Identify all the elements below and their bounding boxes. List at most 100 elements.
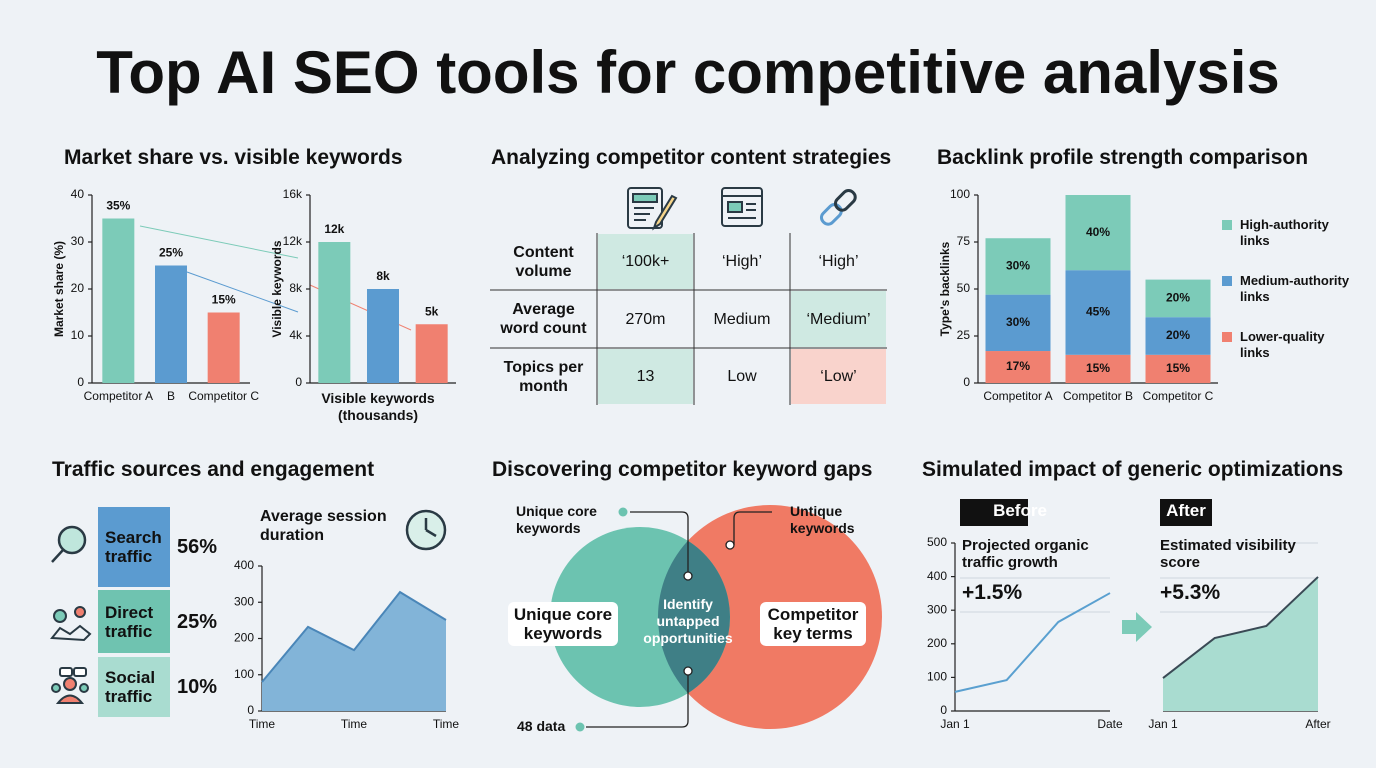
- section-title: Traffic sources and engagement: [52, 458, 375, 481]
- x-tick-label: Time: [341, 717, 368, 731]
- area-line: [261, 590, 447, 683]
- bar-segment: [1065, 270, 1131, 355]
- x-tick-label: Time: [249, 717, 276, 731]
- x-tick-label: Competitor A: [983, 389, 1052, 403]
- x-tick-label: Time: [433, 717, 460, 731]
- badge: [1160, 499, 1212, 526]
- callout: Unique core keywords: [516, 503, 597, 536]
- annotation: +1.5%: [962, 581, 1023, 604]
- icon-link: [819, 188, 857, 226]
- x-tick-label: Competitor C: [1143, 389, 1214, 403]
- y-tick-label: 25: [957, 328, 971, 342]
- y-tick-label: 8k: [289, 281, 303, 295]
- chart-title: Projected organic traffic growth: [962, 537, 1089, 571]
- y-tick-label: 20: [71, 281, 85, 295]
- table-cell: ‘High’: [721, 253, 762, 270]
- y-tick-label: 200: [927, 636, 947, 650]
- area: [1163, 576, 1318, 711]
- page-title: Top AI SEO tools for competitive analysi…: [96, 39, 1280, 106]
- value-label: 20%: [1166, 291, 1190, 305]
- y-tick-label: 75: [957, 234, 971, 248]
- traffic-share: 56%: [177, 536, 218, 558]
- bar-segment: [1065, 195, 1131, 271]
- icon-clock: [405, 509, 447, 551]
- legend-label: Medium-authority links: [1240, 273, 1350, 304]
- icon-search: [51, 525, 87, 563]
- y-axis-label: Type's backlinks: [938, 241, 952, 336]
- traffic-share: 25%: [177, 610, 218, 633]
- value-label: 5k: [425, 304, 439, 318]
- bar: [367, 289, 399, 383]
- badge-label: After: [1166, 501, 1206, 520]
- traffic-box: [98, 657, 170, 717]
- y-tick-label: 4k: [289, 328, 303, 342]
- y-tick-label: 12k: [283, 234, 303, 248]
- y-tick-label: 0: [295, 375, 302, 389]
- venn-label: Unique core keywords: [508, 602, 618, 646]
- section-title: Simulated impact of generic optimization…: [922, 458, 1344, 481]
- bar: [155, 265, 187, 383]
- y-tick-label: 400: [234, 558, 254, 572]
- value-label: 25%: [159, 246, 183, 260]
- traffic-label: Social traffic: [105, 668, 156, 706]
- callout: 48 data: [517, 718, 566, 734]
- area: [262, 592, 446, 711]
- y-tick-label: 100: [234, 667, 254, 681]
- callout: Untique keywords: [790, 503, 855, 536]
- section-title: Market share vs. visible keywords: [64, 146, 403, 169]
- y-axis-label: Visible keywords: [270, 240, 284, 337]
- legend-swatch: [1222, 220, 1232, 230]
- value-label: 17%: [1006, 359, 1030, 373]
- section-title: Backlink profile strength comparison: [937, 146, 1309, 169]
- icon-map: [50, 606, 92, 642]
- y-tick-label: 40: [71, 187, 85, 201]
- y-tick-label: 300: [927, 602, 947, 616]
- value-label: 15%: [1166, 361, 1190, 375]
- value-label: 40%: [1086, 225, 1110, 239]
- bar: [102, 218, 135, 383]
- traffic-box: [98, 590, 170, 653]
- traffic-label: Direct traffic: [105, 602, 154, 641]
- row-header: Content volume: [513, 243, 574, 280]
- x-tick-label: Competitor A: [84, 389, 153, 403]
- table-cell: ‘100k+: [598, 234, 693, 289]
- legend-label: Lower-quality links: [1240, 329, 1325, 360]
- area-line: [1162, 576, 1319, 679]
- table-cell: Low: [727, 368, 757, 385]
- table-cell: ‘Low’: [791, 349, 886, 404]
- icon-people: [51, 667, 89, 704]
- bar: [415, 324, 448, 383]
- traffic-share: 10%: [177, 676, 218, 698]
- y-tick-label: 0: [77, 375, 84, 389]
- y-tick-label: 16k: [283, 187, 303, 201]
- value-label: 15%: [212, 293, 236, 307]
- y-tick-label: 200: [234, 631, 254, 645]
- x-tick-label: B: [167, 389, 175, 403]
- table-cell: 13: [598, 349, 693, 404]
- chart-title: Average session duration: [260, 508, 387, 544]
- table-grid: [490, 233, 887, 405]
- y-tick-label: 300: [234, 594, 254, 608]
- bar-segment: [1145, 354, 1211, 383]
- line: [954, 592, 1111, 693]
- legend-label: High-authority links: [1240, 217, 1329, 248]
- bar-segment: [1145, 279, 1211, 318]
- arrow: [1122, 612, 1152, 642]
- bar: [207, 312, 240, 383]
- section-title: Discovering competitor keyword gaps: [492, 458, 873, 481]
- y-tick-label: 0: [963, 375, 970, 389]
- bar-segment: [985, 238, 1051, 295]
- icon-webpage: [721, 187, 763, 227]
- x-tick-label: Competitor C: [188, 389, 259, 403]
- table-cell: ‘High’: [818, 253, 859, 270]
- value-label: 30%: [1006, 315, 1030, 329]
- y-tick-label: 30: [71, 234, 85, 248]
- row-header: Average word count: [500, 301, 587, 337]
- y-tick-label: 10: [71, 328, 85, 342]
- x-tick-label: Competitor B: [1063, 389, 1133, 403]
- bar-segment: [985, 351, 1051, 383]
- value-label: 30%: [1006, 259, 1030, 273]
- table-cell: 270m: [625, 310, 666, 328]
